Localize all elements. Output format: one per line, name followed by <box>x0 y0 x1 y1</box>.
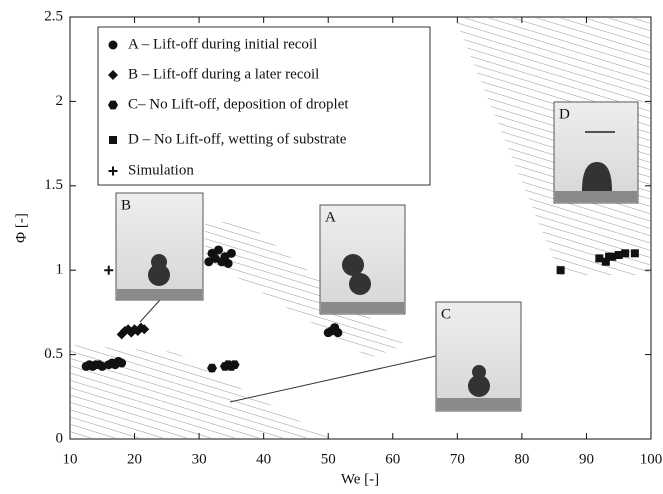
leader-line <box>230 356 436 402</box>
droplet <box>349 273 371 295</box>
x-tick-label: 90 <box>579 451 594 467</box>
substrate <box>321 302 404 313</box>
point <box>557 266 565 274</box>
substrate <box>437 398 520 410</box>
x-axis-label: We [-] <box>341 471 379 487</box>
point <box>631 249 639 257</box>
droplet <box>342 254 364 276</box>
y-tick-label: 2.5 <box>44 8 63 24</box>
x-tick-label: 100 <box>640 451 663 467</box>
inset-label: D <box>559 106 570 122</box>
x-tick-label: 50 <box>321 451 336 467</box>
inset-label: A <box>325 209 336 225</box>
y-tick-label: 2 <box>56 93 64 109</box>
hatch-region <box>71 345 330 438</box>
legend-marker <box>109 136 117 144</box>
leader-line <box>140 300 160 322</box>
y-tick-label: 0 <box>56 430 64 446</box>
point <box>214 245 223 254</box>
x-tick-label: 70 <box>450 451 465 467</box>
substrate <box>117 289 202 300</box>
legend-marker <box>109 41 118 50</box>
point <box>621 249 629 257</box>
x-tick-label: 60 <box>385 451 400 467</box>
x-tick-label: 10 <box>63 451 78 467</box>
point <box>227 249 236 258</box>
droplet <box>472 365 486 379</box>
x-tick-label: 20 <box>127 451 142 467</box>
y-tick-label: 1 <box>56 262 64 278</box>
substrate <box>555 191 637 202</box>
legend-label: A – Lift-off during initial recoil <box>128 36 317 52</box>
point <box>104 266 113 275</box>
legend-label: D – No Lift-off, wetting of substrate <box>128 131 347 147</box>
legend-label: B – Lift-off during a later recoil <box>128 66 319 82</box>
y-tick-label: 1.5 <box>44 177 63 193</box>
chart: We [-] Φ [-] 10 20 30 40 50 60 70 80 90 100 0 0.5 1 1… <box>0 0 663 494</box>
y-tick-label: 0.5 <box>44 346 63 362</box>
legend-label: Simulation <box>128 162 194 178</box>
inset-label: C <box>441 306 451 322</box>
point <box>224 259 233 268</box>
x-tick-label: 30 <box>192 451 207 467</box>
legend-label: C– No Lift-off, deposition of droplet <box>128 96 349 112</box>
point <box>117 359 126 368</box>
x-tick-label: 40 <box>256 451 271 467</box>
droplet <box>151 254 167 270</box>
point <box>333 328 342 337</box>
x-tick-label: 80 <box>514 451 529 467</box>
page: {"chart_data": {"type": "scatter", "xlab… <box>0 0 663 494</box>
inset-label: B <box>121 197 131 213</box>
y-axis-label: Φ [-] <box>13 213 29 243</box>
